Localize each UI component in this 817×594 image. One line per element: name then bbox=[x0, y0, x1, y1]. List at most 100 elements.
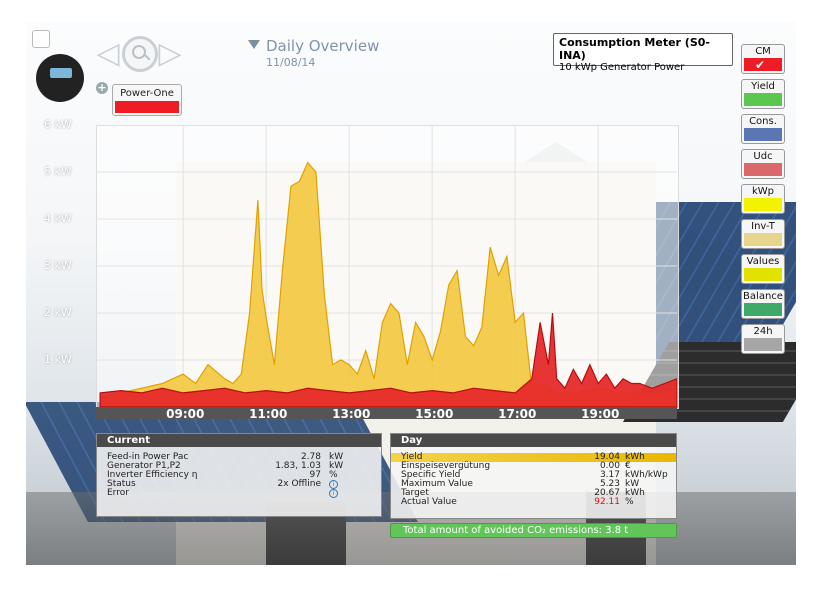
plus-icon[interactable]: + bbox=[96, 81, 108, 94]
prev-arrow-icon[interactable]: ◁ bbox=[96, 36, 120, 71]
info-icon[interactable]: i bbox=[329, 480, 338, 489]
day-row-label: Specific Yield bbox=[401, 470, 461, 480]
meter-subtitle: 10 kWp Generator Power bbox=[559, 62, 685, 73]
inverter-button-label: Power-One bbox=[120, 88, 174, 99]
y-tick-label: 2 kW bbox=[44, 306, 72, 319]
day-row-value: 0.00 bbox=[599, 461, 620, 471]
current-row: Inverter Efficiency η 97% bbox=[97, 471, 381, 480]
current-row-unit: i bbox=[329, 480, 338, 489]
day-row-unit: € bbox=[625, 461, 631, 471]
toggle-color-swatch bbox=[744, 233, 782, 246]
current-row-value: 2x Offline bbox=[277, 479, 321, 489]
toggle-values-button[interactable]: Values bbox=[741, 254, 785, 284]
x-tick-label: 09:00 bbox=[166, 407, 205, 421]
day-row-label: Yield bbox=[401, 452, 423, 462]
dropdown-triangle-icon[interactable] bbox=[248, 40, 260, 49]
y-tick-label: 6 kW bbox=[44, 118, 72, 131]
search-icon[interactable] bbox=[122, 36, 158, 72]
current-row-label: Generator P1,P2 bbox=[107, 461, 181, 471]
day-panel-title: Day bbox=[391, 434, 676, 447]
current-panel: Current Feed-in Power Pac 2.78 kW Generator… bbox=[96, 433, 382, 517]
info-icon[interactable]: i bbox=[329, 489, 338, 498]
toggle-cons-button[interactable]: Cons. bbox=[741, 114, 785, 144]
day-row: Actual Value 92.11% bbox=[391, 498, 676, 507]
toggle-color-swatch bbox=[744, 268, 782, 281]
toggle-24h-button[interactable]: 24h bbox=[741, 324, 785, 354]
next-arrow-icon[interactable]: ▷ bbox=[158, 36, 182, 71]
toggle-button-label: Cons. bbox=[749, 116, 777, 127]
day-row: Einspeisevergütung 0.00 € bbox=[391, 462, 676, 471]
day-row-unit: kWh bbox=[625, 452, 645, 462]
day-row-value: 19.04 bbox=[594, 452, 620, 462]
x-axis-bar bbox=[96, 407, 677, 419]
toggle-udc-button[interactable]: Udc bbox=[741, 149, 785, 179]
series-cm-area bbox=[99, 312, 677, 407]
y-tick-label: 3 kW bbox=[44, 259, 72, 272]
current-row: Generator P1,P2 1.83, 1.03 kW bbox=[97, 462, 381, 471]
day-row-unit: kW bbox=[625, 479, 640, 489]
toggle-kwp-button[interactable]: kWp bbox=[741, 184, 785, 214]
toggle-color-swatch bbox=[744, 163, 782, 176]
day-panel: Day Yield 19.04 kWh Einspeisevergütung 0.00 €… bbox=[390, 433, 677, 519]
meter-info-box: Consumption Meter (S0-INA) 10 kWp Genera… bbox=[553, 33, 733, 73]
x-tick-label: 13:00 bbox=[332, 407, 371, 421]
y-tick-label: 1 kW bbox=[44, 353, 72, 366]
checkmark-icon: ✔ bbox=[755, 58, 766, 72]
current-row-value: 2.78 bbox=[300, 452, 321, 462]
toggle-cm-button[interactable]: CM ✔ bbox=[741, 44, 785, 74]
toggle-color-swatch bbox=[744, 198, 782, 211]
app-stage: ◁ ▷ + Power-One Daily Overview 11/08/14 … bbox=[26, 22, 796, 565]
current-row-unit: % bbox=[329, 470, 338, 480]
page-title[interactable]: Daily Overview bbox=[266, 37, 380, 55]
toggle-button-label: Udc bbox=[753, 151, 773, 162]
current-row-unit: kW bbox=[329, 452, 344, 462]
toggle-yield-button[interactable]: Yield bbox=[741, 79, 785, 109]
current-row-unit: kW bbox=[329, 461, 344, 471]
day-row-label: Maximum Value bbox=[401, 479, 473, 489]
toggle-balance-button[interactable]: Balance bbox=[741, 289, 785, 319]
current-row-value: 1.83, 1.03 bbox=[275, 461, 321, 471]
y-tick-label: 5 kW bbox=[44, 165, 72, 178]
day-row-unit: kWh bbox=[625, 488, 645, 498]
day-row-label: Actual Value bbox=[401, 497, 457, 507]
toggle-button-label: Balance bbox=[743, 291, 783, 302]
current-row-unit: i bbox=[329, 489, 338, 498]
day-row-unit: kWh/kWp bbox=[625, 470, 668, 480]
current-row-label: Inverter Efficiency η bbox=[107, 470, 198, 480]
day-row-value: 20.67 bbox=[594, 488, 620, 498]
toggle-color-swatch bbox=[744, 93, 782, 106]
x-tick-label: 11:00 bbox=[249, 407, 288, 421]
day-row-unit: % bbox=[625, 497, 634, 507]
day-row: Specific Yield 3.17 kWh/kWp bbox=[391, 471, 676, 480]
chart-svg bbox=[96, 125, 677, 407]
current-row-label: Feed-in Power Pac bbox=[107, 452, 189, 462]
day-row-value: 92.11 bbox=[594, 497, 620, 507]
current-row-value: 97 bbox=[309, 470, 321, 480]
current-row-label: Error bbox=[107, 488, 129, 498]
inverter-power-one-button[interactable]: Power-One bbox=[112, 84, 182, 116]
inverter-color-swatch bbox=[115, 101, 179, 113]
toggle-color-swatch bbox=[744, 58, 782, 71]
page-date: 11/08/14 bbox=[266, 56, 316, 69]
day-row-value: 5.23 bbox=[599, 479, 620, 489]
current-row-label: Status bbox=[107, 479, 136, 489]
day-row: Yield 19.04 kWh bbox=[391, 453, 676, 462]
co2-avoided-bar: Total amount of avoided CO₂ emissions: 3… bbox=[390, 523, 677, 538]
current-row: Feed-in Power Pac 2.78 kW bbox=[97, 453, 381, 462]
inverter-device-icon[interactable] bbox=[36, 54, 84, 102]
select-checkbox[interactable] bbox=[32, 30, 50, 48]
toggle-inv-t-button[interactable]: Inv-T bbox=[741, 219, 785, 249]
day-row-label: Einspeisevergütung bbox=[401, 461, 491, 471]
day-row: Target 20.67 kWh bbox=[391, 489, 676, 498]
x-tick-label: 15:00 bbox=[415, 407, 454, 421]
toggle-button-label: Inv-T bbox=[751, 221, 775, 232]
current-row: Status 2x Offline i bbox=[97, 480, 381, 489]
toggle-color-swatch bbox=[744, 303, 782, 316]
x-tick-label: 17:00 bbox=[498, 407, 537, 421]
toggle-button-label: Values bbox=[746, 256, 780, 267]
y-tick-label: 4 kW bbox=[44, 212, 72, 225]
toggle-button-label: Yield bbox=[751, 81, 775, 92]
toggle-button-label: 24h bbox=[753, 326, 773, 337]
day-row-label: Target bbox=[401, 488, 429, 498]
current-row: Error i bbox=[97, 489, 381, 498]
